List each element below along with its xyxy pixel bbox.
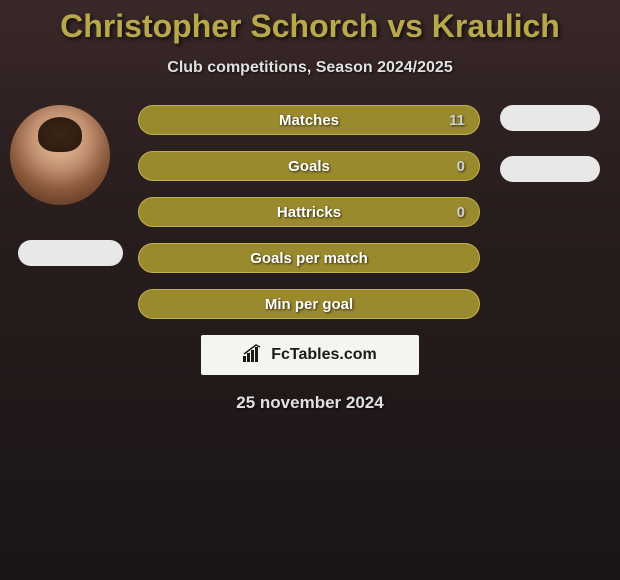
stat-label: Matches xyxy=(279,112,339,129)
season-subtitle: Club competitions, Season 2024/2025 xyxy=(0,59,620,77)
snapshot-date: 25 november 2024 xyxy=(0,393,620,413)
chart-icon xyxy=(243,344,265,367)
stat-label: Goals per match xyxy=(250,250,368,267)
stat-label: Min per goal xyxy=(265,296,353,313)
stat-bar-matches: Matches 11 xyxy=(138,105,480,135)
player1-chip xyxy=(18,240,123,266)
stat-bar-hattricks: Hattricks 0 xyxy=(138,197,480,227)
stat-label: Hattricks xyxy=(277,204,341,221)
player2-chip-2 xyxy=(500,156,600,182)
player2-chip-1 xyxy=(500,105,600,131)
stat-bar-min-per-goal: Min per goal xyxy=(138,289,480,319)
stat-label: Goals xyxy=(288,158,330,175)
stat-bar-goals: Goals 0 xyxy=(138,151,480,181)
comparison-content: Matches 11 Goals 0 Hattricks 0 Goals per… xyxy=(0,105,620,319)
stat-value: 0 xyxy=(457,158,465,175)
stat-value: 11 xyxy=(449,112,465,129)
brand-badge: FcTables.com xyxy=(201,335,419,375)
player-avatar xyxy=(10,105,110,205)
brand-text: FcTables.com xyxy=(271,346,377,364)
comparison-title: Christopher Schorch vs Kraulich xyxy=(0,0,620,45)
stat-bar-goals-per-match: Goals per match xyxy=(138,243,480,273)
stat-value: 0 xyxy=(457,204,465,221)
stats-container: Matches 11 Goals 0 Hattricks 0 Goals per… xyxy=(138,105,480,319)
